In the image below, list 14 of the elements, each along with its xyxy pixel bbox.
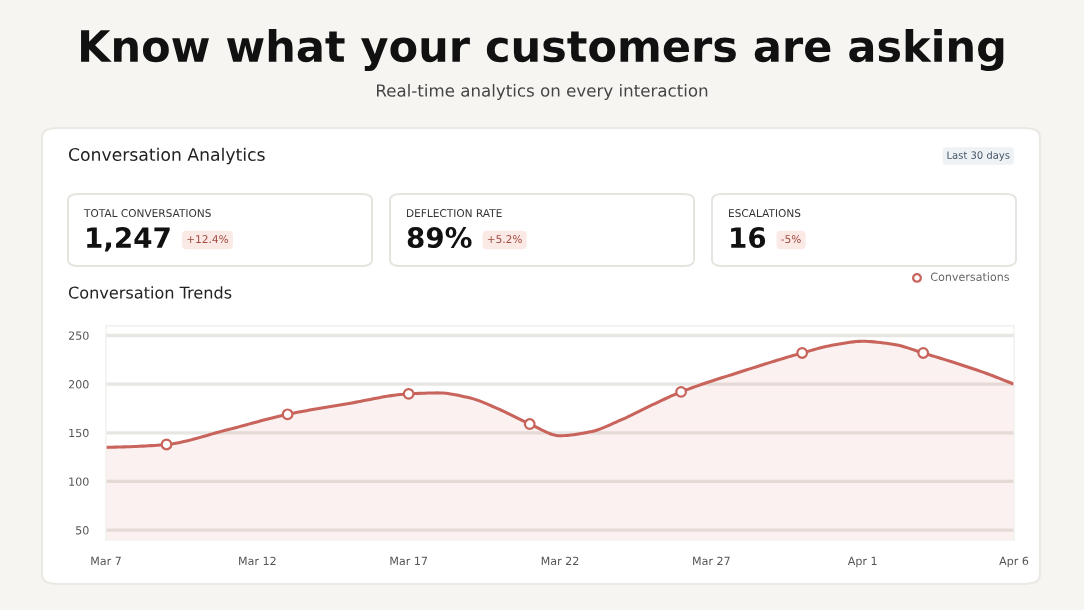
text: 16	[731, 227, 766, 249]
point	[675, 386, 687, 398]
point	[281, 408, 294, 421]
text: Know what your customers are asking	[81, 29, 1004, 71]
text: 89%	[407, 227, 472, 249]
text: Conversation Analytics	[68, 147, 265, 165]
point	[523, 418, 536, 430]
text: 1,247	[87, 227, 170, 252]
text: Real-time analytics on every interaction	[377, 83, 708, 101]
chart-title: Conversation Trends	[68, 286, 232, 299]
point	[160, 438, 173, 451]
point	[402, 387, 415, 400]
point	[917, 347, 930, 359]
point	[796, 347, 809, 359]
